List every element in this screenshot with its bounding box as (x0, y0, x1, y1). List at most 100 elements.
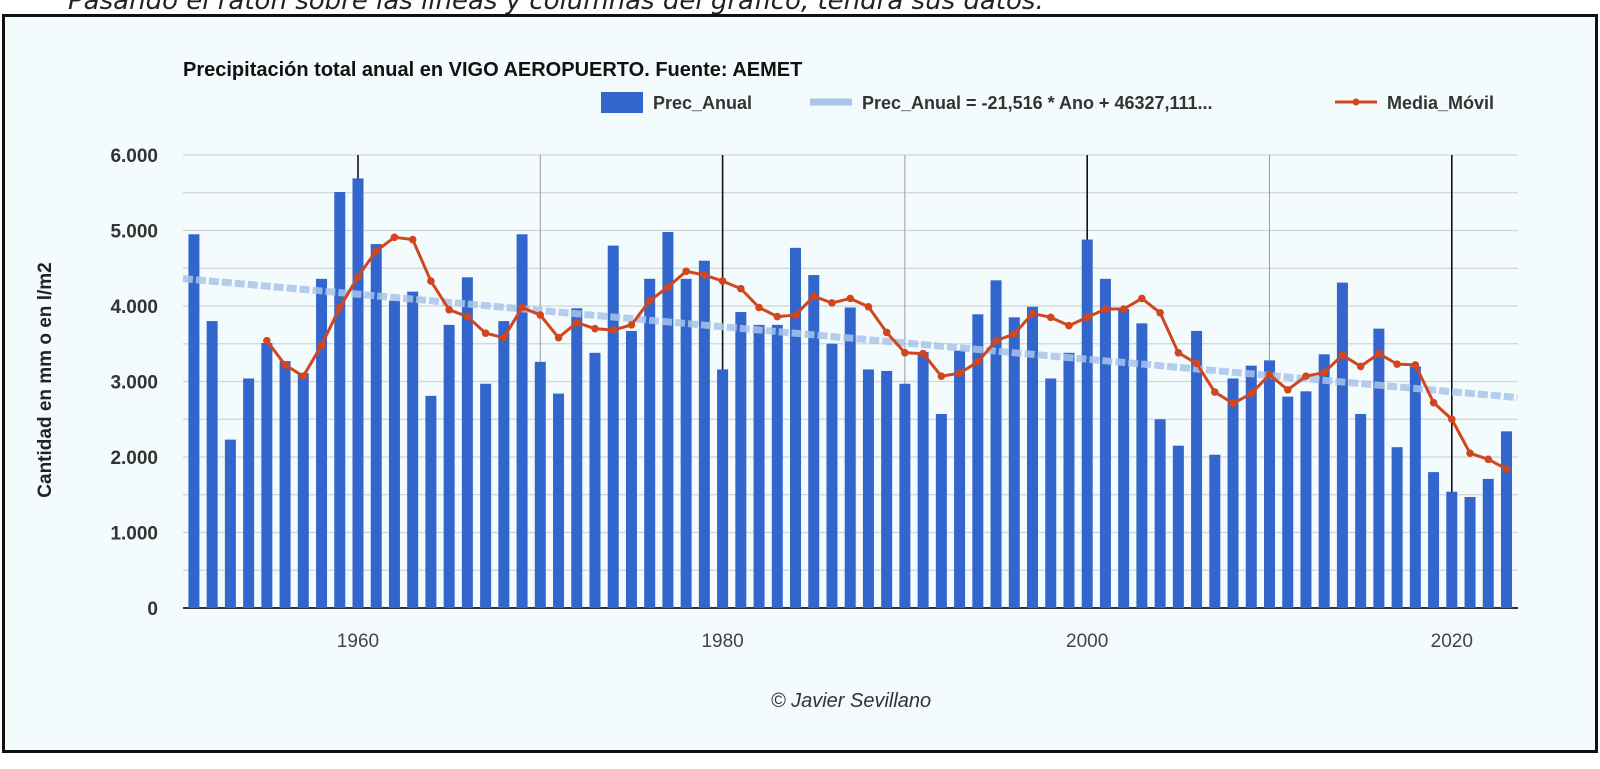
moving-average-point (1393, 360, 1401, 368)
bar (826, 343, 838, 608)
bar (1355, 413, 1367, 608)
moving-average-point (791, 311, 800, 319)
legend-label-trend[interactable]: Prec_Anual = -21,516 * Ano + 46327,111..… (862, 93, 1213, 113)
bar (1446, 491, 1458, 608)
x-tick-label: 2020 (1431, 631, 1473, 652)
moving-average-point (1375, 349, 1383, 358)
bar (698, 260, 710, 608)
moving-average-point (536, 311, 545, 319)
bar (1409, 366, 1421, 608)
bar (1209, 454, 1221, 608)
moving-average-point (1119, 305, 1128, 313)
bar (771, 324, 783, 608)
moving-average-point (682, 267, 690, 276)
bar (899, 383, 911, 608)
moving-average-point (1502, 465, 1511, 473)
moving-average-point (1466, 449, 1474, 458)
chart-title: Precipitación total anual en VIGO AEROPU… (183, 59, 802, 81)
moving-average-point (937, 372, 946, 381)
moving-average-point (882, 328, 891, 337)
legend-swatch-bars (601, 92, 643, 113)
bar (1300, 391, 1312, 608)
bar (1245, 365, 1257, 608)
bar (1154, 419, 1166, 608)
bar (316, 278, 328, 608)
moving-average-point (263, 336, 271, 345)
bar (1099, 278, 1111, 608)
bar (1027, 306, 1039, 608)
moving-average-point (974, 358, 982, 366)
moving-average-point (1229, 399, 1237, 408)
moving-average-point (281, 361, 289, 369)
moving-average-point (1156, 308, 1164, 317)
bar (625, 330, 637, 608)
bar (844, 307, 856, 608)
moving-average-point (664, 283, 672, 291)
bar (480, 383, 492, 608)
bar (662, 232, 674, 608)
moving-average-point (1211, 388, 1219, 396)
bar (1428, 472, 1440, 608)
bar (935, 413, 947, 608)
bar (1227, 378, 1239, 608)
bar (1081, 239, 1093, 608)
moving-average-point (1411, 361, 1420, 369)
y-tick-label: 2.000 (110, 448, 158, 469)
moving-average-point (408, 235, 417, 244)
bar (1464, 497, 1476, 608)
bar (1063, 352, 1075, 608)
moving-average-point (1101, 305, 1110, 313)
moving-average-point (864, 302, 873, 311)
bar (1391, 447, 1403, 608)
y-tick-label: 1.000 (110, 524, 158, 545)
bar (1191, 330, 1203, 608)
bar (790, 247, 802, 609)
bar (352, 178, 364, 608)
bar (206, 321, 218, 608)
bar (443, 324, 455, 608)
moving-average-point (1065, 321, 1073, 330)
legend-label-moving-average[interactable]: Media_Móvil (1387, 93, 1494, 113)
moving-average-point (518, 303, 526, 312)
moving-average-point (645, 296, 654, 305)
moving-average-point (773, 312, 782, 321)
moving-average-point (1338, 351, 1347, 359)
bar (1373, 328, 1385, 608)
bar (1264, 360, 1275, 608)
moving-average-point (1046, 313, 1055, 322)
bar (735, 312, 747, 608)
moving-average-point (1010, 330, 1019, 338)
moving-average-point (390, 233, 399, 242)
moving-average-point (1356, 362, 1365, 371)
moving-average-point (463, 312, 472, 321)
y-tick-label: 6.000 (110, 146, 158, 167)
y-tick-label: 3.000 (110, 373, 158, 394)
moving-average-point (901, 349, 909, 357)
moving-average-point (1138, 294, 1146, 303)
moving-average-point (427, 277, 435, 285)
bar (1282, 396, 1294, 608)
bar (881, 370, 893, 608)
bar (261, 342, 273, 608)
bar (1118, 309, 1130, 608)
bar (498, 321, 510, 608)
bar (862, 369, 874, 608)
moving-average-point (317, 341, 326, 350)
bar (243, 378, 255, 608)
x-tick-label: 2000 (1066, 631, 1108, 652)
bar (279, 361, 291, 608)
legend-label-bars[interactable]: Prec_Anual (653, 93, 752, 113)
moving-average-point (828, 299, 836, 307)
moving-average-point (992, 336, 1000, 345)
bar (589, 352, 601, 608)
bar (917, 352, 929, 608)
bar (990, 280, 1002, 608)
moving-average-point (627, 321, 636, 329)
moving-average-point (481, 329, 490, 337)
bar (534, 361, 546, 608)
moving-average-point (609, 326, 618, 334)
moving-average-point (700, 271, 709, 279)
bar (808, 275, 820, 608)
bar (407, 291, 419, 608)
